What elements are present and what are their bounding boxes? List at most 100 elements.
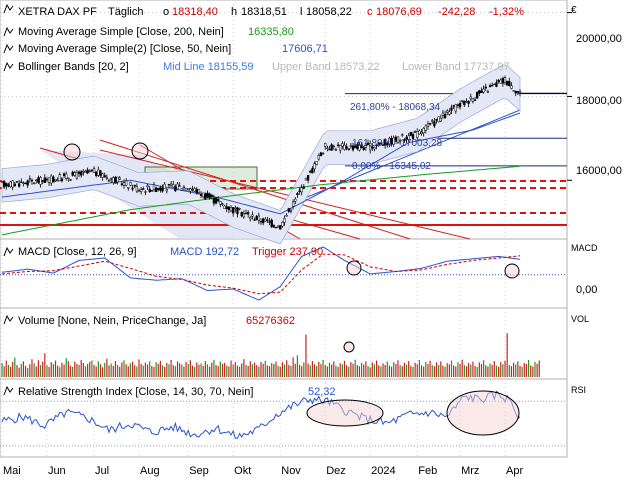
candle-body: [467, 101, 470, 104]
volume-bar: [418, 359, 420, 377]
candle-body: [214, 197, 218, 204]
candle-body: [92, 168, 96, 173]
rsi-line: [0, 390, 567, 447]
candle-body: [319, 152, 323, 157]
volume-bar: [39, 365, 42, 377]
candle-body: [219, 200, 222, 205]
macd-signal-circle: [504, 263, 520, 279]
candle-body: [272, 225, 275, 228]
volume-bar: [153, 367, 155, 377]
volume-bar: [506, 333, 508, 377]
candle-body: [217, 199, 220, 202]
sma50-legend-value: 17606,71: [282, 43, 328, 55]
currency-label: €: [571, 5, 577, 16]
candle-body: [358, 144, 361, 151]
volume-bar: [510, 366, 513, 377]
volume-bar: [277, 365, 279, 377]
volume-bar: [474, 365, 476, 377]
volume-bar: [121, 362, 123, 377]
volume-bar: [298, 364, 301, 377]
volume-bar: [202, 365, 204, 377]
volume-bar: [174, 366, 176, 377]
volume-bar: [478, 362, 480, 377]
volume-bar: [264, 360, 266, 377]
candle-body: [144, 191, 147, 193]
volume-bar: [382, 363, 384, 377]
volume-bar: [322, 359, 324, 377]
volume-bar: [410, 365, 412, 377]
candle-body: [266, 219, 269, 221]
volume-bar: [42, 361, 44, 377]
volume-bar: [487, 366, 489, 377]
candle-body: [54, 178, 57, 182]
candle-body: [379, 142, 383, 145]
candle-body: [253, 219, 256, 221]
bollinger-band-fill: [1, 64, 521, 245]
candle-body: [411, 134, 415, 139]
x-label-feb: Feb: [418, 465, 437, 477]
volume-bar: [179, 363, 181, 377]
close-prefix: c: [367, 6, 373, 18]
candle-body: [495, 82, 498, 87]
volume-bar: [346, 365, 348, 377]
volume-bar: [149, 361, 151, 377]
candle-body: [114, 177, 117, 184]
candle-body: [240, 211, 243, 217]
fib-label-261: 261,80% - 18068,34: [350, 102, 441, 113]
candle-body: [428, 123, 432, 125]
candle-body: [60, 178, 64, 182]
volume-bar: [489, 363, 491, 377]
volume-title: Volume [None, Nein, PriceChange, Ja]: [18, 315, 206, 327]
volume-bar: [215, 365, 217, 377]
low-value: 18058,22: [306, 6, 352, 18]
volume-bar: [20, 363, 22, 377]
candle-body: [116, 176, 119, 183]
candle-body: [152, 184, 156, 190]
candle-body: [122, 182, 126, 186]
candle-body: [443, 113, 447, 118]
candle-body: [137, 190, 141, 192]
volume-bar: [399, 365, 401, 377]
volume-bar: [258, 366, 260, 377]
volume-bar: [326, 366, 328, 377]
candle-body: [332, 145, 335, 148]
volume-bar: [292, 357, 294, 377]
candle-body: [279, 225, 282, 230]
candle-body: [433, 121, 436, 127]
candle-body: [274, 226, 278, 229]
volume-bar: [251, 364, 254, 377]
candle-body: [356, 144, 359, 149]
volume-bar: [97, 361, 99, 377]
candle-body: [458, 103, 462, 108]
volume-bar: [181, 364, 183, 377]
volume-bar: [116, 364, 119, 377]
volume-bar: [198, 364, 200, 377]
volume-bar: [204, 361, 206, 377]
candle-body: [84, 171, 87, 174]
volume-bar: [305, 334, 307, 377]
volume-bar: [253, 362, 256, 377]
candle-body: [41, 180, 44, 182]
candle-body: [146, 185, 149, 188]
volume-bar: [61, 362, 63, 377]
x-label-apr: Apr: [506, 465, 523, 477]
candle-body: [456, 104, 460, 106]
volume-bar: [82, 362, 84, 377]
volume-bar: [384, 364, 386, 377]
volume-bars: [1, 333, 540, 377]
candle-body: [454, 103, 457, 112]
volume-bar: [429, 360, 431, 377]
peak-circle: [63, 143, 81, 161]
volume-bar: [27, 368, 29, 377]
volume-bar: [380, 366, 382, 377]
candle-body: [187, 188, 190, 190]
candle-body: [150, 190, 153, 192]
candle-body: [311, 168, 314, 174]
volume-bar: [95, 366, 97, 377]
candle-body: [441, 112, 445, 116]
volume-bar: [260, 361, 262, 377]
volume-bar: [59, 367, 61, 377]
candle-body: [501, 78, 505, 84]
volume-bar: [401, 366, 403, 377]
volume-bar: [301, 366, 303, 377]
